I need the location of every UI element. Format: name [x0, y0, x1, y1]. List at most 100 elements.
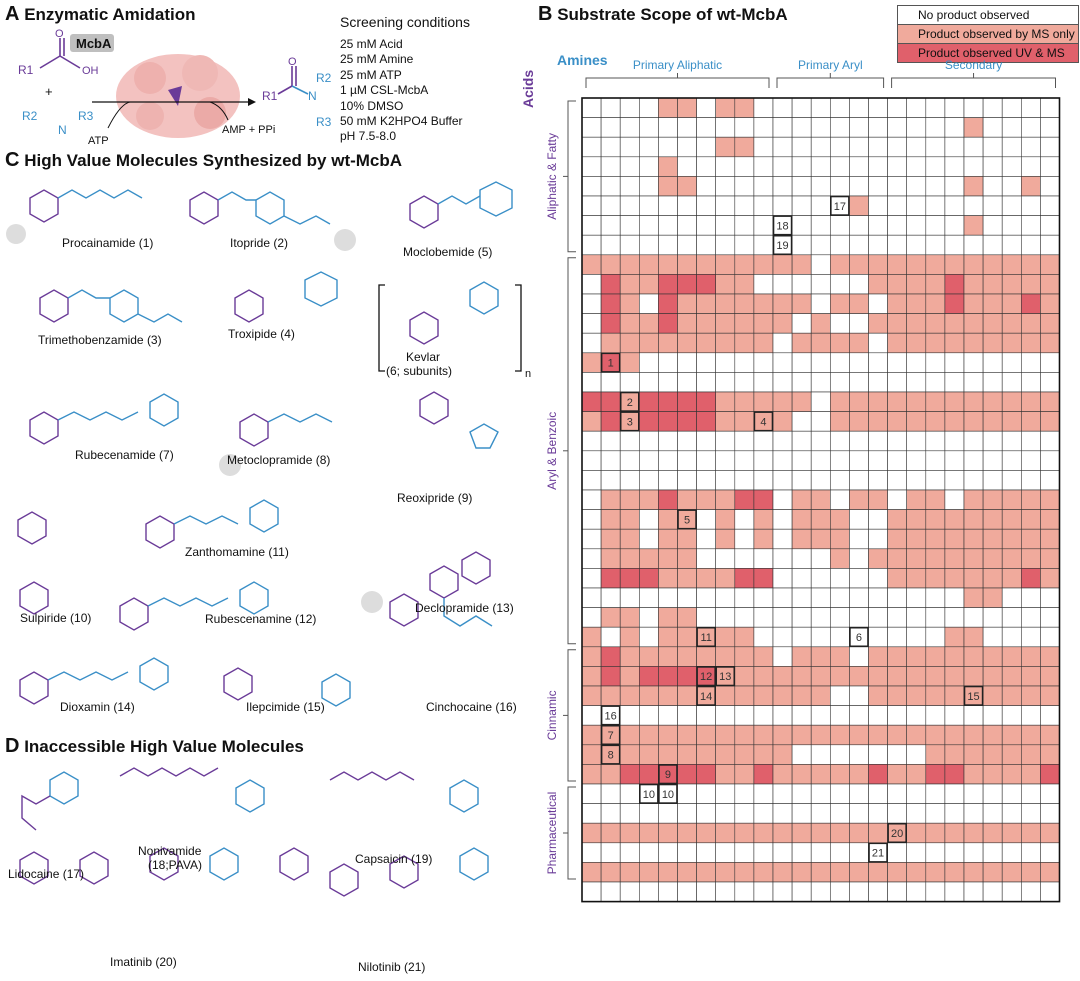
heatmap-cell	[1001, 176, 1022, 197]
heatmap-cell	[868, 117, 888, 138]
heatmap-cell	[1020, 156, 1041, 177]
heatmap-cell	[944, 646, 965, 667]
heatmap-cell	[619, 842, 640, 863]
heatmap-cell	[849, 803, 869, 824]
heatmap-cell	[849, 666, 869, 687]
enzyme-structure-image	[116, 54, 240, 138]
heatmap-cell	[677, 842, 697, 863]
heatmap-cell	[887, 587, 908, 608]
heatmap-cell	[734, 215, 755, 236]
heatmap-cell	[810, 430, 831, 452]
heatmap-cell	[715, 352, 736, 373]
heatmap-cell	[963, 450, 984, 471]
heatmap-cell	[925, 352, 946, 373]
r1-label: R1	[18, 63, 34, 77]
heatmap-cell	[753, 528, 774, 550]
heatmap-cell	[696, 822, 717, 844]
heatmap-cell	[868, 176, 888, 197]
heatmap-cell	[849, 215, 869, 236]
heatmap-cell	[581, 234, 602, 256]
heatmap-cell	[849, 607, 869, 628]
heatmap-cell	[753, 195, 774, 216]
heatmap-cell	[639, 607, 659, 628]
heatmap-cell	[963, 764, 984, 785]
heatmap-cell	[619, 176, 640, 197]
panel-a-letter: A	[5, 3, 20, 25]
heatmap-cell	[925, 293, 946, 314]
heatmap-cell	[868, 411, 888, 432]
heatmap-cell	[1001, 234, 1022, 256]
heatmap-cell	[639, 97, 659, 118]
heatmap-cell	[753, 685, 774, 706]
heatmap-cell	[600, 822, 621, 844]
heatmap-cell	[906, 724, 927, 746]
heatmap-cell	[791, 842, 812, 863]
heatmap-cell	[887, 215, 908, 236]
heatmap-cell	[600, 156, 621, 177]
heatmap-cell	[887, 234, 908, 256]
heatmap-cell	[810, 783, 831, 804]
heatmap-cell	[906, 842, 927, 863]
compound-cell-label: 14	[700, 691, 712, 703]
heatmap-cell	[810, 313, 831, 334]
heatmap-cell	[619, 293, 640, 314]
heatmap-cell	[619, 764, 640, 785]
heatmap-cell	[810, 489, 831, 510]
heatmap-cell	[829, 705, 850, 726]
heatmap-cell	[944, 822, 965, 844]
heatmap-cell	[982, 842, 1003, 863]
heatmap-cell	[715, 156, 736, 177]
heatmap-cell	[1020, 254, 1041, 275]
heatmap-cell	[925, 881, 946, 902]
heatmap-cell	[963, 293, 984, 314]
heatmap-cell	[696, 391, 717, 412]
heatmap-cell	[600, 607, 621, 628]
heatmap-cell	[791, 274, 812, 295]
heatmap-cell	[677, 176, 697, 197]
heatmap-cell	[619, 254, 640, 275]
heatmap-cell	[963, 881, 984, 902]
heatmap-cell	[677, 568, 697, 589]
heatmap-cell	[982, 489, 1003, 510]
heatmap-cell	[600, 97, 621, 118]
heatmap-cell	[772, 254, 793, 275]
legend-item-ms: Product observed by MS only	[897, 25, 1079, 44]
heatmap-cell	[696, 470, 717, 491]
compound-cell-label: 12	[700, 671, 712, 683]
heatmap-cell	[619, 528, 640, 550]
heatmap-cell	[829, 430, 850, 452]
heatmap-cell	[925, 666, 946, 687]
compound-cell-label: 4	[760, 416, 766, 428]
heatmap-cell	[1001, 97, 1022, 118]
heatmap-cell	[1020, 568, 1041, 589]
heatmap-cell	[982, 156, 1003, 177]
heatmap-cell	[1040, 274, 1060, 295]
heatmap-cell	[982, 587, 1003, 608]
heatmap-cell	[982, 254, 1003, 275]
heatmap-cell	[1040, 430, 1060, 452]
heatmap-cell	[772, 332, 793, 354]
heatmap-cell	[639, 724, 659, 746]
compound-label: Kevlar	[406, 350, 441, 364]
heatmap-cell	[1040, 215, 1060, 236]
heatmap-cell	[619, 509, 640, 530]
heatmap-cell	[944, 97, 965, 118]
heatmap-cell	[1020, 372, 1041, 393]
compound-cell-label: 2	[627, 397, 633, 409]
heatmap-cell	[963, 548, 984, 569]
heatmap-cell	[906, 822, 927, 844]
heatmap-cell	[944, 293, 965, 314]
heatmap-cell	[677, 724, 697, 746]
heatmap-cell	[944, 430, 965, 452]
panel-d-title: D Inaccessible High Value Molecules	[5, 735, 304, 758]
heatmap-cell	[925, 97, 946, 118]
heatmap-cell	[829, 117, 850, 138]
heatmap-cell	[1001, 156, 1022, 177]
heatmap-cell	[887, 705, 908, 726]
heatmap-cell	[944, 136, 965, 158]
heatmap-cell	[944, 195, 965, 216]
heatmap-cell	[639, 215, 659, 236]
heatmap-cell	[619, 568, 640, 589]
amine-group-bracket	[776, 77, 885, 88]
